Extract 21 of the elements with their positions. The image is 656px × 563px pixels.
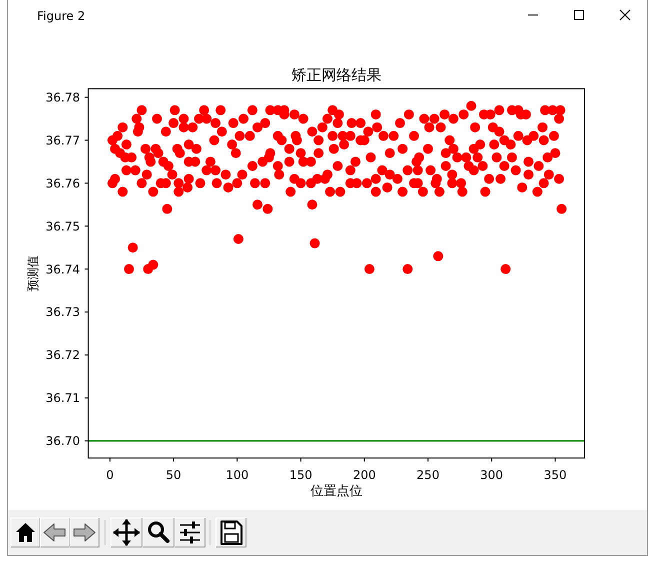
y-tick-label: 36.71 xyxy=(46,391,80,406)
y-tick-label: 36.74 xyxy=(46,262,80,276)
y-tick-label: 36.73 xyxy=(46,305,80,320)
x-tick-label: 200 xyxy=(352,468,376,482)
x-tick-label: 350 xyxy=(544,468,567,482)
y-tick-label: 36.78 xyxy=(46,90,80,104)
x-axis-title: 位置点位 xyxy=(310,484,362,499)
y-tick-label: 36.77 xyxy=(46,133,80,148)
x-tick-label: 0 xyxy=(106,468,114,482)
x-tick-label: 100 xyxy=(226,468,249,482)
y-axis-title: 预测值 xyxy=(26,255,40,292)
caption: Figure 2 xyxy=(37,9,86,23)
x-tick-label: 300 xyxy=(480,468,504,482)
y-tick-label: 36.75 xyxy=(46,219,80,234)
y-tick-label: 36.76 xyxy=(46,176,80,190)
x-tick-label: 50 xyxy=(166,468,182,482)
y-tick-label: 36.70 xyxy=(46,434,80,448)
x-tick-label: 150 xyxy=(289,468,312,482)
y-tick-label: 36.72 xyxy=(46,348,80,362)
chart-title: 矫正网络结果 xyxy=(291,66,382,84)
x-tick-label: 250 xyxy=(416,468,440,482)
